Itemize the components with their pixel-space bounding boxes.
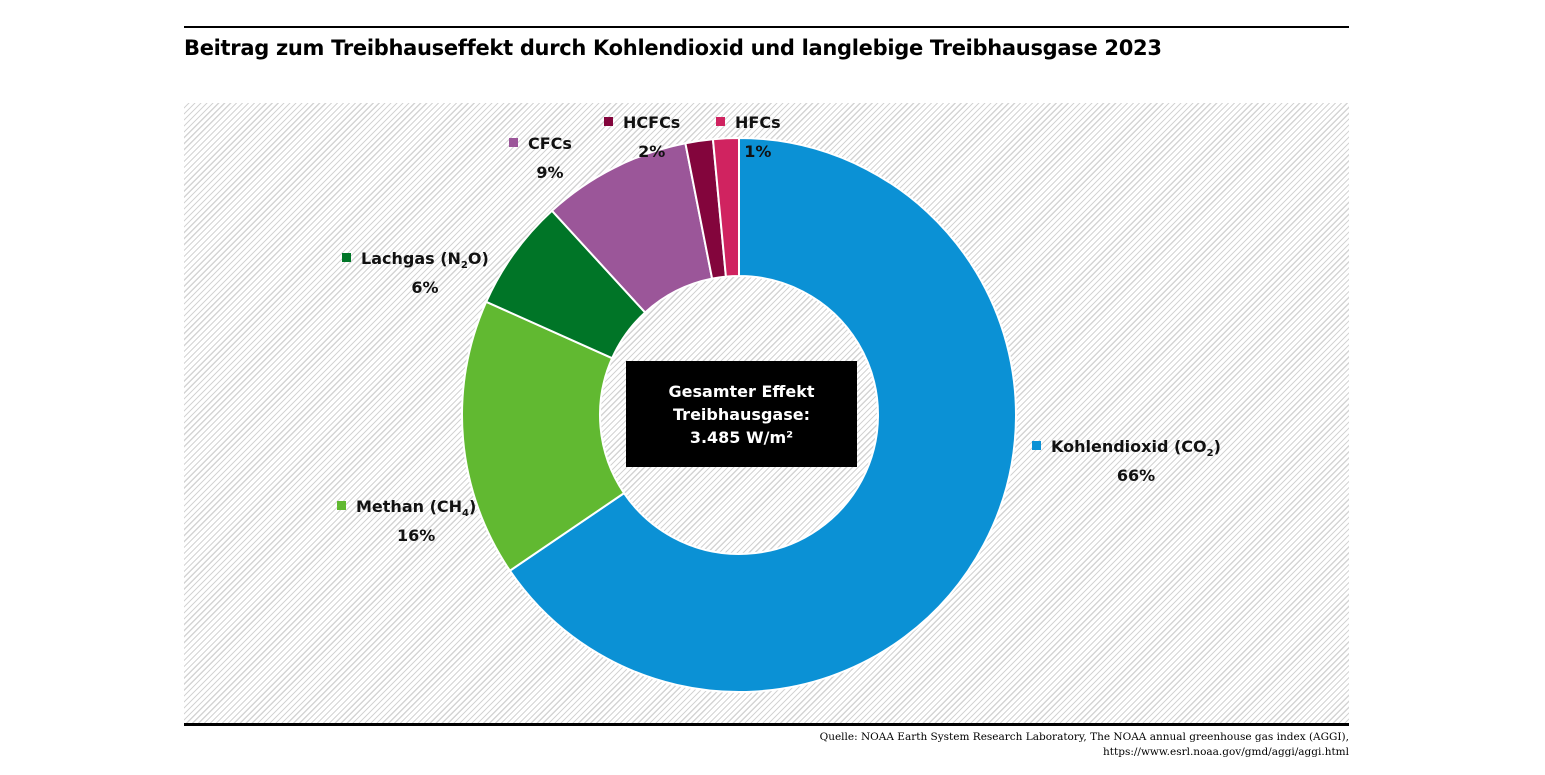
slice-percent: 2% — [638, 142, 666, 162]
slice-label-0: Kohlendioxid (CO2) 66% — [1032, 436, 1221, 487]
legend-swatch — [342, 253, 351, 262]
total-effect-box: Gesamter Effekt Treibhausgase: 3.485 W/m… — [626, 361, 857, 467]
slice-name-subscript: 2 — [1206, 448, 1214, 460]
top-rule — [184, 26, 1349, 28]
slice-percent: 1% — [744, 142, 772, 162]
legend-swatch — [1032, 441, 1041, 450]
center-line-2: Treibhausgase: — [673, 404, 810, 424]
slice-name: Kohlendioxid (CO — [1051, 437, 1207, 456]
slice-label-5: HFCs 1% — [716, 112, 781, 163]
slice-label-2: Lachgas (N2O) 6% — [342, 248, 489, 299]
slice-name-end: O) — [467, 249, 489, 268]
bottom-rule — [184, 723, 1349, 726]
slice-label-4: HCFCs 2% — [604, 112, 680, 163]
slice-percent: 9% — [536, 163, 564, 183]
slice-name: Lachgas (N — [361, 249, 461, 268]
slice-name: CFCs — [528, 134, 572, 153]
center-line-1: Gesamter Effekt — [668, 381, 815, 401]
slice-percent: 66% — [1116, 466, 1156, 486]
source-line-1: Quelle: NOAA Earth System Research Labor… — [819, 731, 1349, 743]
source-line-2: https://www.esrl.noaa.gov/gmd/aggi/aggi.… — [1103, 746, 1349, 758]
slice-percent: 6% — [411, 278, 439, 298]
slice-label-3: CFCs 9% — [509, 133, 572, 184]
legend-swatch — [716, 117, 725, 126]
center-line-3: 3.485 W/m² — [689, 427, 794, 447]
slice-methan-ch4- — [461, 300, 626, 573]
legend-swatch — [604, 117, 613, 126]
slice-name: HFCs — [735, 113, 781, 132]
legend-swatch — [509, 138, 518, 147]
slice-name-subscript: 4 — [462, 508, 469, 520]
slice-name: Methan (CH — [356, 497, 463, 516]
legend-swatch — [337, 501, 346, 510]
slice-percent: 16% — [397, 526, 436, 546]
slice-hfcs — [711, 136, 740, 278]
chart-title: Beitrag zum Treibhauseffekt durch Kohlen… — [184, 36, 1162, 60]
slice-name-end: ) — [1213, 437, 1221, 456]
slice-name-end: ) — [468, 497, 477, 516]
slice-label-1: Methan (CH4) 16% — [337, 496, 476, 547]
source-note: Quelle: NOAA Earth System Research Labor… — [820, 730, 1349, 760]
slice-name-subscript: 2 — [460, 260, 468, 272]
slice-kohlendioxid-co2- — [508, 136, 1017, 693]
slice-name: HCFCs — [623, 113, 681, 132]
